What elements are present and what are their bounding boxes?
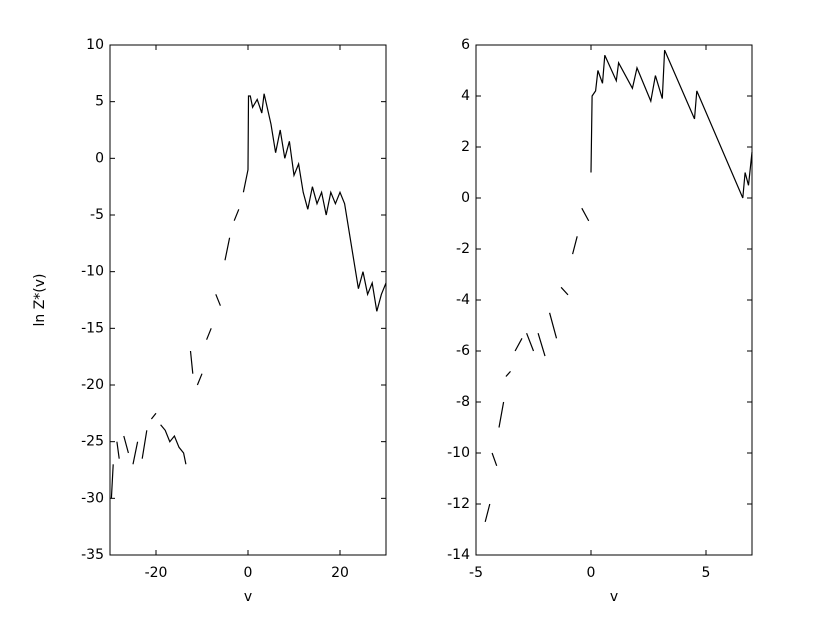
y-tick-label: -5 [90,207,104,223]
plot-frame [475,44,753,556]
x-tick-label: 5 [702,565,711,581]
y-axis-label: ln Z*(v) [32,273,48,326]
y-tick-label: -14 [447,547,470,563]
y-tick-label: -2 [456,241,470,257]
y-tick-label: -6 [456,343,470,359]
x-tick-label: 0 [587,565,596,581]
y-tick-label: -10 [81,264,104,280]
x-tick-label: 20 [331,565,349,581]
y-tick-label: -30 [81,490,104,506]
x-tick-label: -5 [469,565,483,581]
y-tick-label: 2 [461,139,470,155]
y-tick-label: -10 [447,445,470,461]
y-tick-label: 4 [461,88,470,104]
y-tick-label: 6 [461,37,470,53]
y-tick-label: -25 [81,434,104,450]
y-tick-label: 0 [95,150,104,166]
x-tick-label: 0 [244,565,253,581]
y-tick-label: 0 [461,190,470,206]
x-tick-label: -20 [145,565,168,581]
y-tick-label: 10 [86,37,104,53]
y-tick-label: 5 [95,94,104,110]
y-tick-label: -4 [456,292,470,308]
x-axis-label: v [610,589,618,605]
data-line [110,93,387,499]
y-tick-label: -35 [81,547,104,563]
data-line [484,49,753,523]
x-axis-label: v [244,589,252,605]
y-tick-label: -15 [81,320,104,336]
y-tick-label: -8 [456,394,470,410]
y-tick-label: -12 [447,496,470,512]
y-tick-label: -20 [81,377,104,393]
